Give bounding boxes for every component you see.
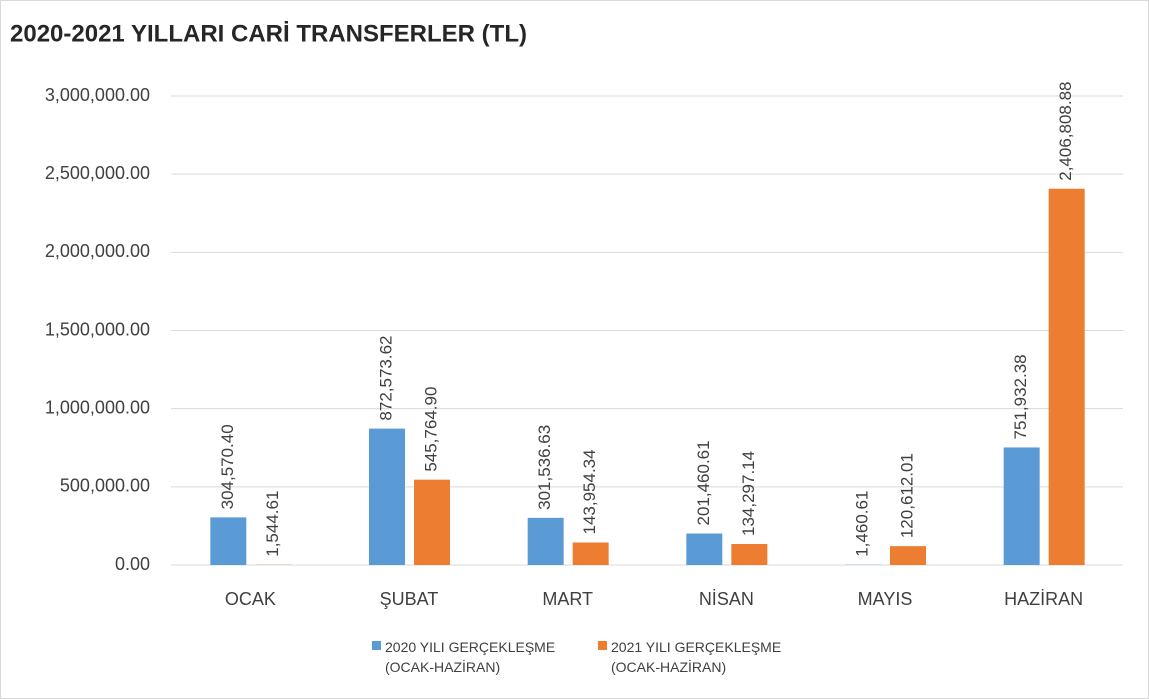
- bar: [414, 479, 450, 565]
- bar: [527, 517, 564, 565]
- bar: [210, 517, 247, 565]
- bar: [1048, 188, 1085, 566]
- bar: [572, 542, 609, 565]
- x-tick-label: HAZİRAN: [1004, 589, 1083, 609]
- data-label: 134,297.14: [739, 451, 758, 536]
- x-tick-label: MAYIS: [858, 589, 913, 609]
- legend-label: 2021 YILI GERÇEKLEŞME (OCAK-HAZİRAN): [611, 639, 782, 675]
- legend-swatch: [598, 641, 607, 650]
- bar: [731, 544, 768, 565]
- x-tick-label: NİSAN: [699, 589, 754, 609]
- data-label: 120,612.01: [897, 453, 916, 538]
- y-tick-label: 2,500,000.00: [45, 163, 150, 183]
- x-tick-label: OCAK: [225, 589, 276, 609]
- chart-title: 2020-2021 YILLARI CARİ TRANSFERLER (TL): [10, 20, 527, 47]
- y-tick-label: 1,000,000.00: [45, 397, 150, 417]
- y-tick-label: 500,000.00: [60, 476, 150, 496]
- bar: [686, 533, 723, 565]
- y-tick-label: 0.00: [115, 554, 150, 574]
- data-label: 1,544.61: [263, 491, 282, 557]
- legend-item: 2020 YILI GERÇEKLEŞME (OCAK-HAZİRAN): [372, 637, 592, 677]
- data-label: 201,460.61: [694, 440, 713, 525]
- data-label: 304,570.40: [218, 424, 237, 509]
- y-tick-label: 2,000,000.00: [45, 241, 150, 261]
- data-label: 1,460.61: [852, 491, 871, 557]
- y-tick-label: 3,000,000.00: [45, 85, 150, 105]
- data-label: 872,573.62: [376, 335, 395, 420]
- data-label: 143,954.34: [580, 449, 599, 534]
- x-tick-label: ŞUBAT: [380, 589, 439, 609]
- data-label: 545,764.90: [421, 387, 440, 472]
- bar: [1003, 447, 1040, 565]
- data-label: 301,536.63: [535, 425, 554, 510]
- legend-label: 2020 YILI GERÇEKLEŞME (OCAK-HAZİRAN): [385, 639, 556, 675]
- legend-item: 2021 YILI GERÇEKLEŞME (OCAK-HAZİRAN): [598, 637, 818, 677]
- x-tick-label: MART: [542, 589, 593, 609]
- y-tick-label: 1,500,000.00: [45, 319, 150, 339]
- data-label: 2,406,808.88: [1056, 81, 1075, 180]
- legend-swatch: [372, 641, 381, 650]
- data-label: 751,932.38: [1011, 354, 1030, 439]
- bar: [369, 428, 405, 565]
- bar: [890, 546, 926, 565]
